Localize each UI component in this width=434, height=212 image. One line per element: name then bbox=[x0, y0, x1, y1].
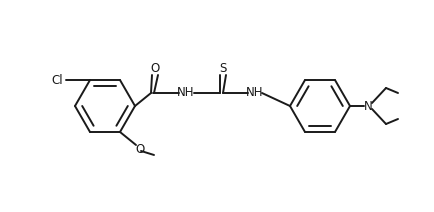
Text: O: O bbox=[150, 61, 160, 74]
Text: NH: NH bbox=[177, 86, 195, 99]
Text: NH: NH bbox=[246, 86, 264, 99]
Text: O: O bbox=[135, 144, 145, 156]
Text: N: N bbox=[364, 99, 372, 113]
Text: Cl: Cl bbox=[51, 74, 63, 86]
Text: S: S bbox=[219, 61, 227, 74]
